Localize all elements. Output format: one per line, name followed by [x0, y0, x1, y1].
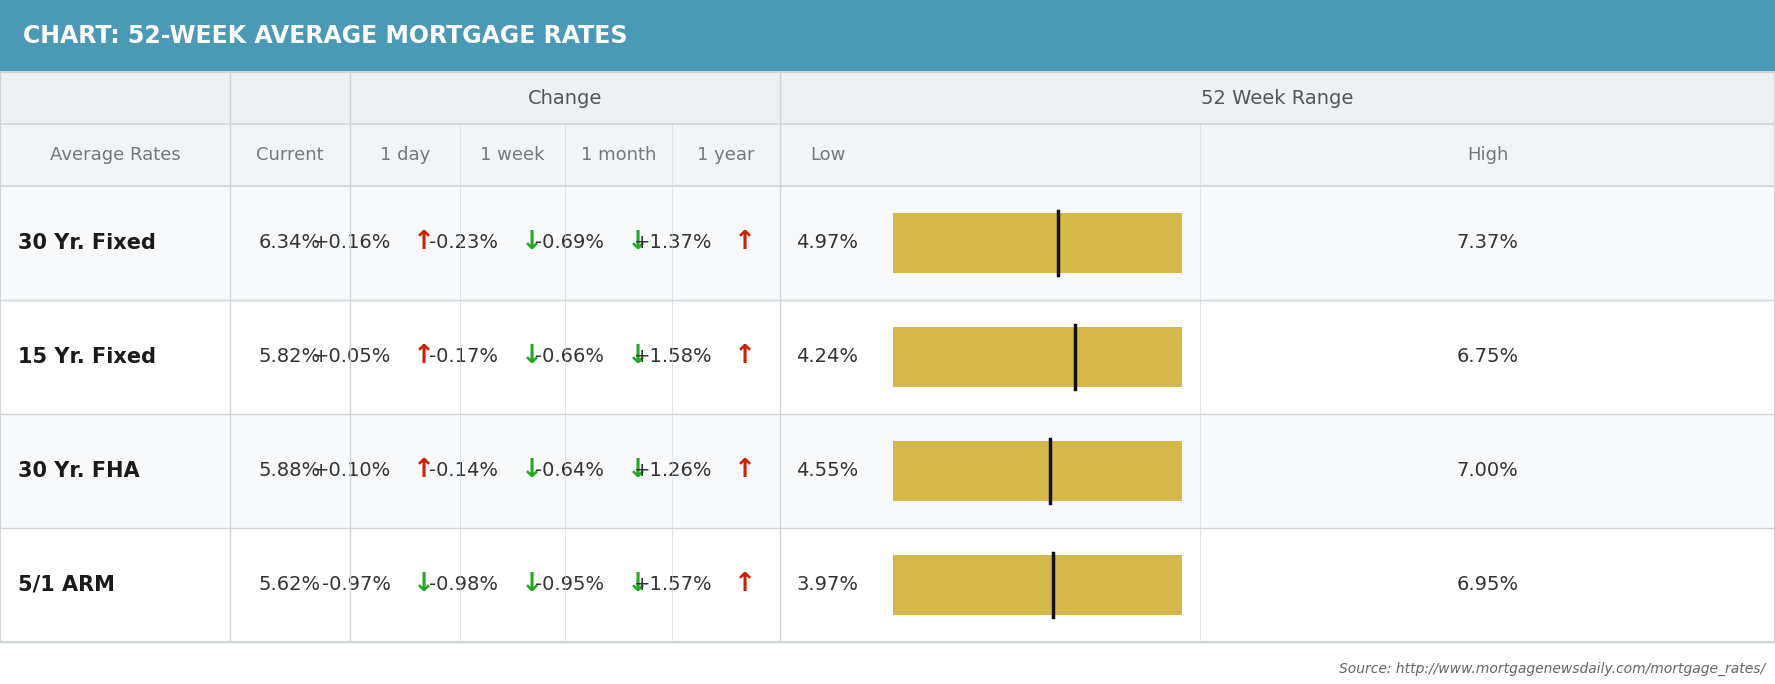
- Text: ↑: ↑: [414, 457, 435, 483]
- Text: 4.55%: 4.55%: [797, 462, 859, 480]
- Text: 1 week: 1 week: [481, 146, 545, 164]
- Text: -0.69%: -0.69%: [536, 233, 605, 252]
- Text: 5.82%: 5.82%: [259, 347, 321, 367]
- Text: Average Rates: Average Rates: [50, 146, 181, 164]
- Text: ↓: ↓: [520, 343, 543, 369]
- Bar: [893, 555, 1182, 615]
- Text: ↑: ↑: [414, 229, 435, 255]
- Text: ↑: ↑: [735, 229, 756, 255]
- Text: -0.97%: -0.97%: [321, 575, 390, 594]
- Bar: [0, 300, 1775, 414]
- Text: 7.00%: 7.00%: [1457, 462, 1518, 480]
- Text: -0.98%: -0.98%: [430, 575, 499, 594]
- Bar: [0, 0, 1775, 72]
- Bar: [0, 186, 1775, 300]
- Text: High: High: [1466, 146, 1509, 164]
- Text: ↑: ↑: [735, 457, 756, 483]
- Text: +1.57%: +1.57%: [634, 575, 712, 594]
- Text: CHART: 52-WEEK AVERAGE MORTGAGE RATES: CHART: 52-WEEK AVERAGE MORTGAGE RATES: [23, 24, 628, 48]
- Text: ↓: ↓: [520, 229, 543, 255]
- Text: ↓: ↓: [627, 457, 648, 483]
- Text: 1 day: 1 day: [380, 146, 430, 164]
- Text: +1.58%: +1.58%: [634, 347, 712, 367]
- Text: 52 Week Range: 52 Week Range: [1202, 88, 1354, 107]
- Bar: [893, 441, 1182, 501]
- Text: Source: http://www.mortgagenewsdaily.com/mortgage_rates/: Source: http://www.mortgagenewsdaily.com…: [1338, 662, 1764, 676]
- Text: ↑: ↑: [735, 571, 756, 597]
- Text: ↓: ↓: [627, 229, 648, 255]
- Text: +0.05%: +0.05%: [312, 347, 390, 367]
- Text: 5.62%: 5.62%: [259, 575, 321, 594]
- Text: 3.97%: 3.97%: [797, 575, 859, 594]
- Text: Change: Change: [527, 88, 602, 107]
- Text: ↑: ↑: [735, 343, 756, 369]
- Text: 4.97%: 4.97%: [797, 233, 859, 252]
- Text: Current: Current: [256, 146, 323, 164]
- Text: -0.66%: -0.66%: [536, 347, 605, 367]
- Text: 6.75%: 6.75%: [1457, 347, 1519, 367]
- Text: ↓: ↓: [414, 571, 435, 597]
- Text: 5/1 ARM: 5/1 ARM: [18, 575, 115, 595]
- Text: 30 Yr. FHA: 30 Yr. FHA: [18, 461, 140, 481]
- Text: ↓: ↓: [520, 571, 543, 597]
- Bar: [0, 528, 1775, 642]
- Text: -0.23%: -0.23%: [430, 233, 499, 252]
- Text: -0.17%: -0.17%: [430, 347, 499, 367]
- Text: +0.10%: +0.10%: [312, 462, 390, 480]
- Text: 30 Yr. Fixed: 30 Yr. Fixed: [18, 233, 156, 253]
- Bar: [0, 414, 1775, 528]
- Text: -0.14%: -0.14%: [430, 462, 499, 480]
- Text: -0.95%: -0.95%: [536, 575, 605, 594]
- Bar: [0, 72, 1775, 124]
- Text: 1 month: 1 month: [580, 146, 657, 164]
- Bar: [893, 328, 1182, 386]
- Text: -0.64%: -0.64%: [536, 462, 605, 480]
- Text: ↓: ↓: [520, 457, 543, 483]
- Text: ↓: ↓: [627, 571, 648, 597]
- Text: ↓: ↓: [627, 343, 648, 369]
- Bar: [893, 213, 1182, 273]
- Bar: [0, 72, 1775, 642]
- Text: 5.88%: 5.88%: [259, 462, 321, 480]
- Text: 6.95%: 6.95%: [1457, 575, 1519, 594]
- Text: +1.37%: +1.37%: [634, 233, 712, 252]
- Text: 1 year: 1 year: [698, 146, 754, 164]
- Text: +1.26%: +1.26%: [634, 462, 712, 480]
- Text: ↑: ↑: [414, 343, 435, 369]
- Text: 4.24%: 4.24%: [797, 347, 859, 367]
- Text: 15 Yr. Fixed: 15 Yr. Fixed: [18, 347, 156, 367]
- Bar: [0, 124, 1775, 186]
- Text: Low: Low: [809, 146, 845, 164]
- Text: 7.37%: 7.37%: [1457, 233, 1518, 252]
- Text: 6.34%: 6.34%: [259, 233, 321, 252]
- Text: +0.16%: +0.16%: [312, 233, 390, 252]
